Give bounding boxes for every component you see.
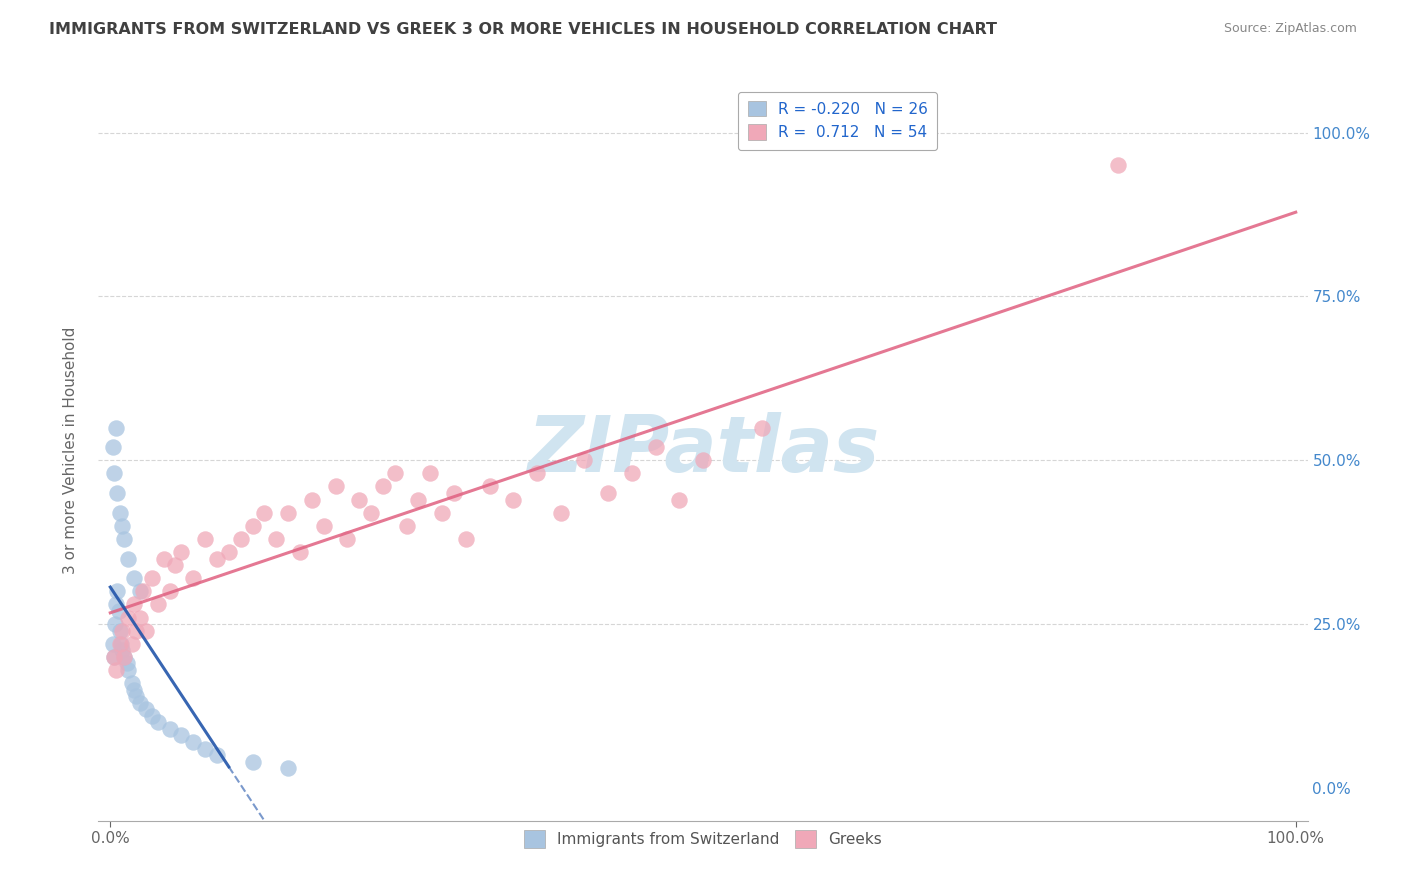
Point <box>105 486 128 500</box>
Point <box>395 518 418 533</box>
Point <box>419 467 441 481</box>
Point <box>159 722 181 736</box>
Point <box>135 702 157 716</box>
Point <box>502 492 524 507</box>
Point <box>117 663 139 677</box>
Point <box>325 479 347 493</box>
Point <box>122 598 145 612</box>
Point <box>152 551 174 566</box>
Point <box>129 584 152 599</box>
Point <box>644 440 666 454</box>
Point <box>205 551 228 566</box>
Point <box>288 545 311 559</box>
Text: ZIPatlas: ZIPatlas <box>527 412 879 489</box>
Point <box>101 440 124 454</box>
Point <box>117 551 139 566</box>
Point <box>620 467 643 481</box>
Point <box>336 532 359 546</box>
Point <box>103 467 125 481</box>
Point <box>454 532 477 546</box>
Point <box>668 492 690 507</box>
Text: Source: ZipAtlas.com: Source: ZipAtlas.com <box>1223 22 1357 36</box>
Point <box>129 696 152 710</box>
Point <box>110 637 132 651</box>
Legend: Immigrants from Switzerland, Greeks: Immigrants from Switzerland, Greeks <box>517 824 889 854</box>
Point <box>170 545 193 559</box>
Point <box>194 532 217 546</box>
Point <box>141 571 163 585</box>
Point <box>574 453 596 467</box>
Point <box>111 518 134 533</box>
Point <box>103 649 125 664</box>
Point <box>108 637 131 651</box>
Point <box>111 624 134 638</box>
Point <box>121 676 143 690</box>
Point <box>108 624 131 638</box>
Point <box>141 708 163 723</box>
Point <box>550 506 572 520</box>
Text: IMMIGRANTS FROM SWITZERLAND VS GREEK 3 OR MORE VEHICLES IN HOUSEHOLD CORRELATION: IMMIGRANTS FROM SWITZERLAND VS GREEK 3 O… <box>49 22 997 37</box>
Point <box>105 584 128 599</box>
Point <box>242 518 264 533</box>
Point <box>108 506 131 520</box>
Point <box>114 532 136 546</box>
Point <box>132 584 155 599</box>
Point <box>181 571 204 585</box>
Point <box>121 637 143 651</box>
Point <box>264 532 287 546</box>
Point <box>181 735 204 749</box>
Point <box>312 518 335 533</box>
Point <box>159 584 181 599</box>
Point <box>692 453 714 467</box>
Point <box>114 649 136 664</box>
Point <box>115 657 138 671</box>
Point <box>105 420 128 434</box>
Point <box>526 467 548 481</box>
Point <box>432 506 454 520</box>
Point <box>101 637 124 651</box>
Point <box>301 492 323 507</box>
Point <box>170 729 193 743</box>
Y-axis label: 3 or more Vehicles in Household: 3 or more Vehicles in Household <box>63 326 77 574</box>
Point <box>751 420 773 434</box>
Point <box>408 492 430 507</box>
Point <box>104 617 127 632</box>
Point <box>114 649 136 664</box>
Point <box>277 761 299 775</box>
Point <box>111 643 134 657</box>
Point <box>384 467 406 481</box>
Point <box>277 506 299 520</box>
Point <box>129 610 152 624</box>
Point <box>371 479 394 493</box>
Point <box>135 624 157 638</box>
Point <box>360 506 382 520</box>
Point <box>443 486 465 500</box>
Point <box>125 624 148 638</box>
Point <box>1107 158 1129 172</box>
Point <box>194 741 217 756</box>
Point <box>165 558 187 573</box>
Point <box>229 532 252 546</box>
Point <box>117 610 139 624</box>
Point <box>242 755 264 769</box>
Point <box>107 604 129 618</box>
Point <box>105 598 128 612</box>
Point <box>103 649 125 664</box>
Point <box>122 682 145 697</box>
Point <box>146 598 169 612</box>
Point <box>347 492 370 507</box>
Point <box>122 571 145 585</box>
Point <box>105 663 128 677</box>
Point <box>598 486 620 500</box>
Point <box>125 689 148 703</box>
Point <box>253 506 276 520</box>
Point <box>218 545 240 559</box>
Point <box>146 715 169 730</box>
Point <box>205 748 228 763</box>
Point <box>478 479 501 493</box>
